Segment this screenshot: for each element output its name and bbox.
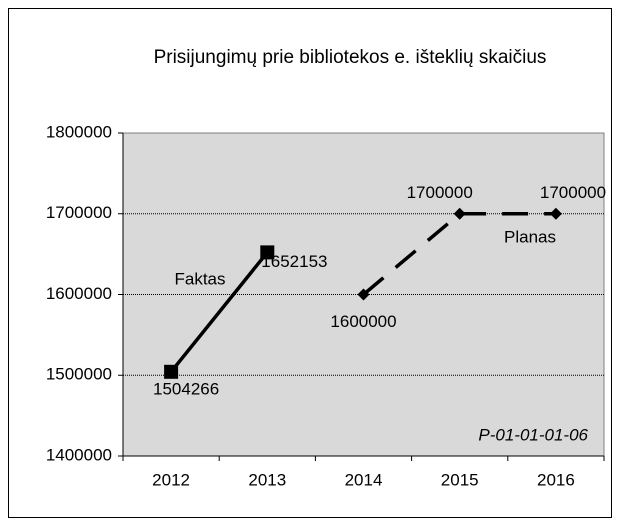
x-tick-label: 2014 — [345, 470, 383, 489]
y-tick-label: 1600000 — [46, 284, 112, 303]
x-tick-label: 2012 — [152, 470, 190, 489]
series-line — [169, 251, 269, 373]
marker — [549, 207, 562, 220]
y-tick-label: 1400000 — [46, 445, 112, 464]
y-tick-label: 1500000 — [46, 365, 112, 384]
x-tick-label: 2013 — [248, 470, 286, 489]
data-label: 1700000 — [540, 183, 606, 202]
x-tick-label: 2015 — [441, 470, 479, 489]
data-label: 1504266 — [153, 379, 219, 398]
marker — [357, 288, 370, 301]
marker — [260, 245, 275, 260]
x-tick-label: 2016 — [537, 470, 575, 489]
y-tick-label: 1800000 — [46, 122, 112, 141]
marker — [164, 364, 179, 379]
annotation: P-01-01-01-06 — [478, 425, 588, 444]
legend-label: Planas — [504, 227, 556, 246]
data-label: 1600000 — [330, 312, 396, 331]
chart-title: Prisijungimų prie bibliotekos e. ištekli… — [153, 47, 547, 68]
y-tick-label: 1700000 — [46, 203, 112, 222]
series-line — [362, 212, 556, 296]
legend-label: Faktas — [174, 269, 225, 288]
marker — [453, 207, 466, 220]
data-label: 1700000 — [407, 183, 473, 202]
data-label: 1652153 — [261, 252, 327, 271]
